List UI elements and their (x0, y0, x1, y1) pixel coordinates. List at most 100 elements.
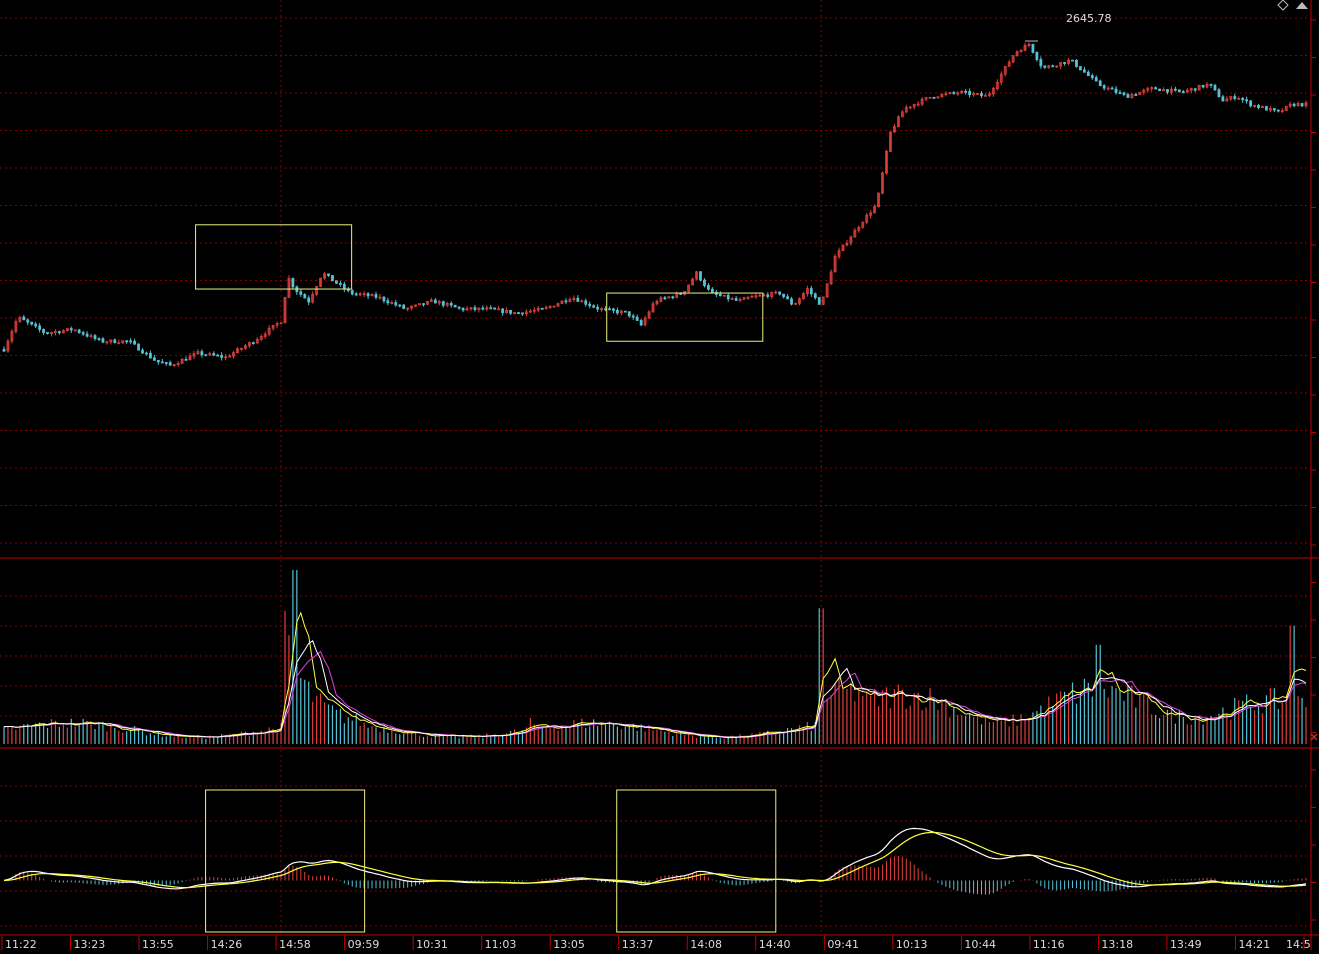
candle-body (564, 300, 568, 303)
candle-body (251, 342, 255, 344)
candle-body (1067, 59, 1070, 64)
volume-ma-fast (3, 611, 1307, 739)
candle-body (141, 349, 144, 354)
candle-body (414, 304, 417, 307)
candle-body (228, 355, 231, 358)
macd-dea-line (3, 831, 1307, 889)
candle-body (734, 298, 738, 301)
candle-body (1106, 87, 1110, 90)
candle-body (152, 357, 156, 361)
candle-body (311, 293, 315, 303)
candle-body (113, 339, 117, 344)
candle-body (742, 297, 746, 300)
candle-body (362, 293, 366, 296)
candle-body (1170, 88, 1173, 93)
candle-body (920, 98, 924, 105)
candle-body (1205, 83, 1209, 88)
candle-body (1035, 51, 1039, 60)
candle-body (540, 307, 544, 310)
candle-body (200, 351, 204, 356)
candle-body (160, 361, 164, 364)
candle-body (1213, 84, 1217, 91)
candle-body (457, 306, 461, 309)
candle-body (825, 283, 829, 298)
candle-body (991, 88, 995, 95)
candle-body (291, 277, 295, 288)
time-tick-label: 13:37 (622, 938, 654, 950)
candle-body (1075, 59, 1078, 67)
candle-body (612, 308, 615, 311)
candle-body (521, 312, 524, 315)
candle-body (1138, 91, 1142, 96)
candle-body (1265, 106, 1268, 111)
candle-body (616, 309, 619, 314)
candle-body (1253, 104, 1256, 107)
candle-body (283, 296, 287, 324)
candle-body (1209, 83, 1213, 86)
candle-body (548, 305, 552, 308)
candle-body (46, 332, 49, 334)
candle-body (1174, 88, 1177, 91)
candle-body (1146, 88, 1150, 91)
candle-body (750, 295, 754, 298)
candle-body (382, 296, 386, 302)
price-panel (2, 40, 1308, 367)
candle-body (299, 291, 303, 295)
candle-body (829, 271, 833, 285)
candle-body (1051, 65, 1055, 68)
candle-body (497, 308, 501, 311)
candle-body (1280, 110, 1284, 112)
arrow-up-icon[interactable] (1296, 2, 1308, 9)
candle-body (1110, 87, 1114, 90)
candle-body (1177, 89, 1181, 92)
candle-body (1197, 85, 1201, 91)
candle-body (1249, 100, 1252, 107)
candle-body (509, 309, 512, 314)
candle-body (394, 302, 398, 306)
candle-body (588, 303, 592, 307)
candle-body (196, 351, 200, 355)
candle-body (319, 277, 322, 287)
candle-body (928, 96, 932, 99)
candle-body (718, 293, 722, 297)
price-annotation-label: 2645.78 (1066, 12, 1112, 25)
candle-body (821, 296, 825, 305)
candle-body (1193, 88, 1197, 91)
candle-body (449, 303, 453, 306)
candle-body (117, 342, 121, 345)
candle-body (374, 294, 378, 298)
candle-body (916, 103, 920, 106)
candle-body (1011, 55, 1015, 63)
candle-body (50, 332, 53, 334)
candle-body (528, 310, 532, 313)
candle-body (485, 307, 489, 310)
candle-body (845, 242, 849, 246)
candle-body (1043, 65, 1047, 68)
time-tick-label: 13:49 (1170, 938, 1202, 950)
candle-body (536, 307, 540, 311)
candle-body (232, 352, 235, 357)
candle-body (65, 328, 69, 331)
candle-body (81, 332, 85, 335)
candle-body (635, 316, 639, 321)
candle-body (623, 310, 627, 313)
candle-body (430, 299, 433, 302)
candle-body (402, 304, 406, 309)
diamond-icon[interactable] (1277, 0, 1289, 11)
candle-body (995, 81, 999, 89)
candle-body (493, 307, 497, 310)
candle-body (695, 271, 698, 280)
candle-body (1292, 103, 1296, 107)
candle-body (168, 362, 172, 366)
candle-body (924, 97, 928, 100)
candle-body (1007, 61, 1011, 67)
candle-body (746, 296, 750, 299)
candle-body (445, 303, 449, 306)
candle-body (465, 308, 469, 311)
candle-body (1094, 77, 1098, 82)
macd-panel (3, 789, 1307, 933)
x-close-icon[interactable] (1310, 733, 1318, 741)
candle-body (980, 93, 983, 97)
candle-body (1090, 75, 1094, 79)
